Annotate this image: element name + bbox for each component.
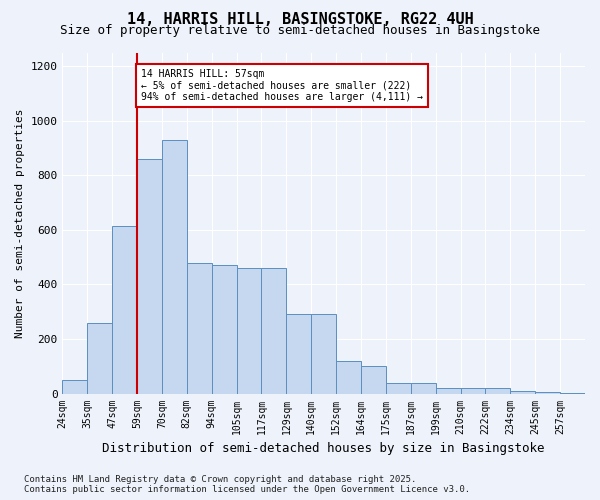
Bar <box>386 382 411 394</box>
Bar <box>560 393 585 394</box>
Bar <box>88 322 112 394</box>
Bar <box>137 159 162 394</box>
Bar <box>212 266 236 394</box>
Bar <box>236 268 262 394</box>
Bar <box>436 388 461 394</box>
Text: 14, HARRIS HILL, BASINGSTOKE, RG22 4UH: 14, HARRIS HILL, BASINGSTOKE, RG22 4UH <box>127 12 473 28</box>
Bar <box>535 392 560 394</box>
Bar <box>162 140 187 394</box>
Bar <box>361 366 386 394</box>
Bar <box>286 314 311 394</box>
Text: Size of property relative to semi-detached houses in Basingstoke: Size of property relative to semi-detach… <box>60 24 540 37</box>
Bar <box>511 391 535 394</box>
Bar <box>262 268 286 394</box>
Text: Contains HM Land Registry data © Crown copyright and database right 2025.
Contai: Contains HM Land Registry data © Crown c… <box>24 474 470 494</box>
Bar <box>187 262 212 394</box>
Bar <box>461 388 485 394</box>
Bar <box>485 388 511 394</box>
Bar <box>411 382 436 394</box>
Bar <box>62 380 88 394</box>
Bar <box>311 314 336 394</box>
X-axis label: Distribution of semi-detached houses by size in Basingstoke: Distribution of semi-detached houses by … <box>103 442 545 455</box>
Text: 14 HARRIS HILL: 57sqm
← 5% of semi-detached houses are smaller (222)
94% of semi: 14 HARRIS HILL: 57sqm ← 5% of semi-detac… <box>141 69 423 102</box>
Bar <box>112 226 137 394</box>
Y-axis label: Number of semi-detached properties: Number of semi-detached properties <box>15 108 25 338</box>
Bar <box>336 361 361 394</box>
